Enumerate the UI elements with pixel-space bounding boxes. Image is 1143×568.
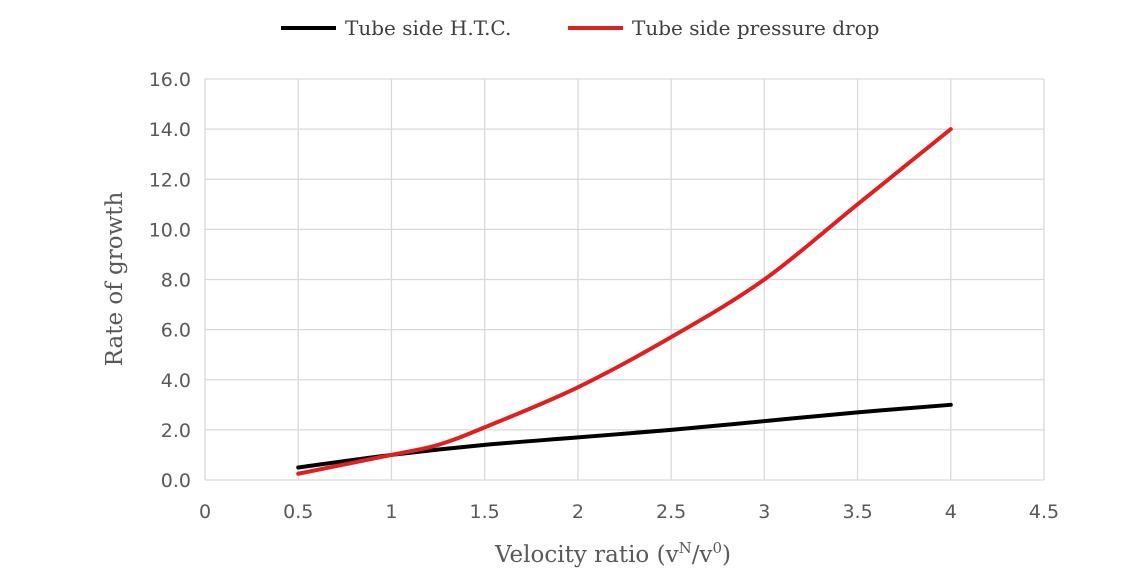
y-tick-label: 14.0 [149,119,191,141]
series-line-tube-side-pressure-drop [296,127,953,476]
x-tick-label: 0 [199,501,211,523]
legend-label-tube-side-htc: Tube side H.T.C. [345,16,511,40]
x-tick-label: 3.5 [842,501,872,523]
legend-label-tube-side-pressure-drop: Tube side pressure drop [632,16,879,40]
x-axis-title-end: ) [722,542,731,568]
series-line-tube-side-h-t-c [296,402,953,470]
x-tick-label: 4.5 [1029,501,1059,523]
x-tick-label: 1.5 [470,501,500,523]
y-tick-label: 2.0 [161,420,191,442]
x-tick-label: 1 [385,501,397,523]
series-lines [296,127,953,476]
y-axis-title: Rate of growth [102,191,128,366]
x-tick-label: 2.5 [656,501,686,523]
gridlines [204,78,1045,481]
y-tick-label: 8.0 [161,270,191,292]
y-tick-label: 12.0 [149,169,191,191]
x-tick-label: 3 [758,501,770,523]
x-tick-labels: 0 0.5 1 1.5 2 2.5 3 3.5 4 4.5 [199,501,1059,523]
x-axis-title-base: Velocity ratio (v [494,542,679,568]
x-axis-title-mid: /v [692,542,713,568]
x-axis-title-sup-n: N [679,539,692,557]
y-tick-label: 16.0 [149,69,191,91]
y-tick-labels: 0.0 2.0 4.0 6.0 8.0 10.0 12.0 14.0 16.0 [149,69,191,492]
x-tick-label: 0.5 [283,501,313,523]
x-axis-title: Velocity ratio (vN/v0) [494,539,731,568]
legend: Tube side H.T.C. Tube side pressure drop [281,16,879,40]
y-tick-label: 6.0 [161,320,191,342]
x-tick-label: 2 [572,501,584,523]
y-tick-label: 10.0 [149,219,191,241]
y-tick-label: 4.0 [161,370,191,392]
x-axis-title-sup-0: 0 [712,539,722,557]
x-tick-label: 4 [945,501,957,523]
y-tick-label: 0.0 [161,470,191,492]
